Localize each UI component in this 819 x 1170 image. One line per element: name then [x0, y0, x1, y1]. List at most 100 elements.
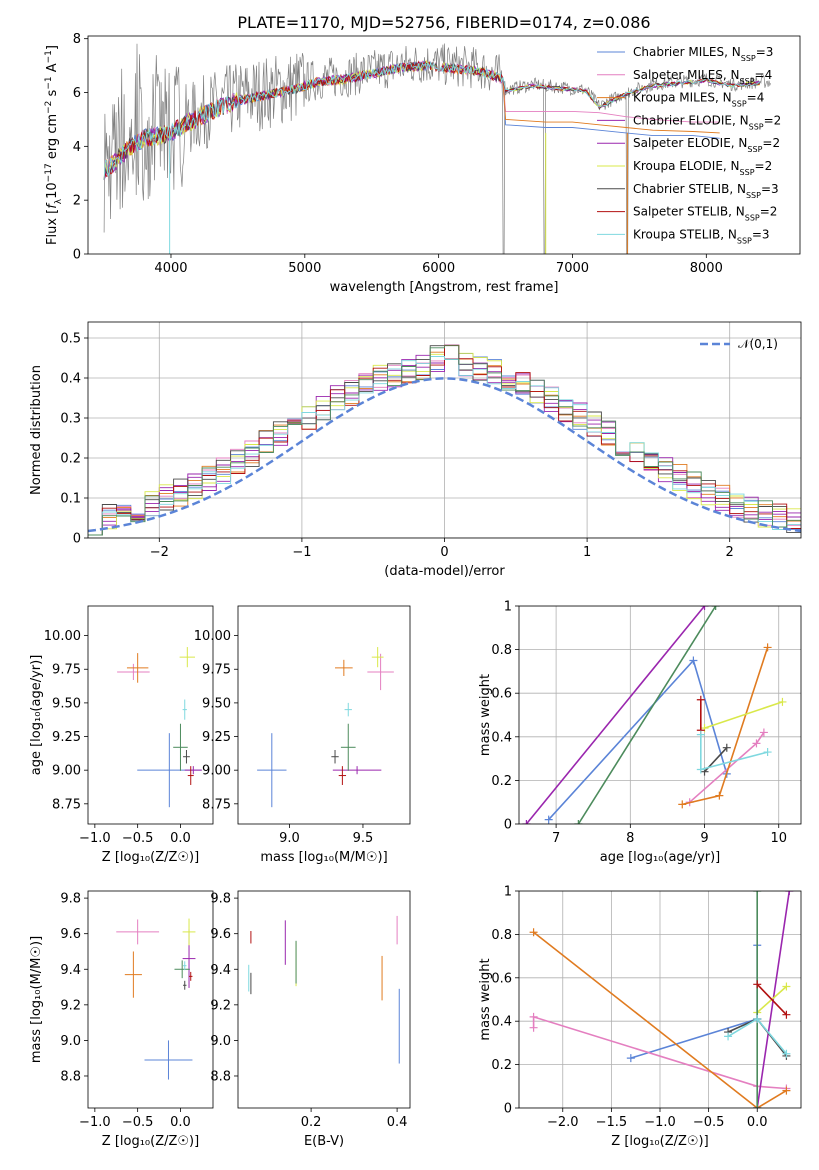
x-tick-label: 4000 — [154, 261, 187, 276]
y-tick-label: 9.25 — [202, 730, 231, 745]
y-tick-label: 0 — [504, 818, 512, 833]
y-tick-label: 0.2 — [491, 1058, 512, 1073]
panel-mass_vs_Z: −1.0 −0.5 0.0 8.8 9.0 9.2 9.4 9.6 9.8 Z [log₁₀(Z/… — [29, 890, 214, 1149]
panel-residuals: −2 −1 0 1 2 0 0.1 0.2 0.3 0.4 0.5 (data-model)/erro… — [29, 321, 802, 579]
mass-weight-marker — [752, 739, 761, 748]
y-tick-label: 0.1 — [60, 492, 81, 507]
mass-weight-marker — [759, 728, 768, 737]
y-tick-label: 9.8 — [210, 892, 231, 907]
y-tick-label: 9.2 — [60, 998, 81, 1013]
x-tick-label: 6000 — [422, 261, 455, 276]
panel-age_vs_mass: 9.0 9.5 8.75 9.00 9.25 9.50 9.75 10.00 mass [log… — [194, 605, 411, 865]
x-axis-label: Z [log₁₀(Z/Z☉)] — [102, 850, 199, 865]
y-tick-label: 0.3 — [60, 412, 81, 427]
y-tick-label: 0.2 — [491, 774, 512, 789]
mass-weight-line — [682, 647, 769, 806]
legend-label: Kroupa STELIB, NSSP=3 — [633, 227, 770, 245]
mass-weight-marker — [753, 980, 762, 989]
mass-weight-marker — [696, 730, 705, 739]
panel-spectrum: 4000 5000 6000 7000 8000 0 2 4 6 8 wavelength [Ang… — [44, 13, 801, 295]
panel-mass_vs_EBV: 0.2 0.4 8.8 9.0 9.2 9.4 9.6 9.8 E(B-V) — [210, 890, 411, 1149]
legend-label: Chabrier STELIB, NSSP=3 — [633, 182, 779, 200]
mass-weight-marker — [763, 643, 772, 652]
mass-weight-marker — [678, 800, 687, 809]
y-tick-label: 1 — [504, 600, 512, 615]
y-tick-label: 8.8 — [60, 1069, 81, 1084]
x-tick-label: 0 — [440, 545, 448, 560]
y-tick-label: 0.8 — [491, 928, 512, 943]
plot-area — [103, 43, 771, 254]
mass-weight-marker — [724, 1032, 733, 1041]
panel-mw_vs_Z: −2.0 −1.5 −1.0 −0.5 0.0 0 0.2 0.4 0.6 0.8 1 Z [log₁… — [478, 885, 802, 1149]
mass-weight-marker — [700, 724, 709, 733]
legend-label: Kroupa MILES, NSSP=4 — [633, 91, 764, 109]
legend-label: Salpeter ELODIE, NSSP=2 — [633, 136, 780, 154]
y-tick-label: 9.50 — [202, 696, 231, 711]
x-tick-label: −0.5 — [693, 1115, 725, 1130]
y-tick-label: 6 — [73, 86, 81, 101]
y-tick-label: 8.8 — [210, 1069, 231, 1084]
x-tick-label: 9.0 — [279, 831, 300, 846]
y-tick-label: 9.2 — [210, 998, 231, 1013]
x-axis-label: age [log₁₀(age/yr)] — [600, 850, 721, 865]
x-tick-label: −0.5 — [122, 1115, 154, 1130]
y-tick-label: 9.4 — [210, 963, 231, 978]
y-axis-label: mass weight — [478, 674, 493, 756]
mass-weight-line — [532, 1015, 787, 1090]
x-tick-label: 9.5 — [353, 831, 374, 846]
y-tick-label: 9.50 — [52, 696, 81, 711]
plot-area — [117, 647, 202, 808]
x-axis-label: Z [log₁₀(Z/Z☉)] — [611, 1134, 708, 1149]
mass-weight-line — [533, 931, 787, 1108]
mass-weight-marker — [763, 748, 772, 757]
mass-weight-line — [577, 606, 717, 824]
x-tick-label: −1.0 — [644, 1115, 676, 1130]
x-axis-label: Z [log₁₀(Z/Z☉)] — [102, 1134, 199, 1149]
mass-weight-marker — [753, 1104, 762, 1108]
legend-label: Kroupa ELODIE, NSSP=2 — [633, 159, 772, 177]
y-tick-label: 1 — [504, 885, 512, 900]
y-tick-label: 0.8 — [491, 643, 512, 658]
legend-label: Chabrier MILES, NSSP=3 — [633, 45, 773, 63]
mass-weight-marker — [529, 1012, 538, 1021]
y-tick-label: 0.4 — [491, 1015, 512, 1030]
y-tick-label: 0 — [504, 1102, 512, 1117]
axes-frame — [87, 321, 802, 539]
model-spectrum — [103, 61, 761, 181]
x-tick-label: −1.5 — [596, 1115, 628, 1130]
x-tick-label: 7000 — [556, 261, 589, 276]
y-tick-label: 0.2 — [60, 452, 81, 467]
x-tick-label: −2.0 — [547, 1115, 579, 1130]
x-tick-label: −1 — [292, 545, 311, 560]
axes-frame — [518, 605, 802, 825]
axes-frame — [87, 605, 214, 825]
y-tick-label: 8.75 — [202, 797, 231, 812]
mass-weight-marker — [711, 606, 720, 610]
x-axis-label: E(B-V) — [304, 1134, 344, 1149]
x-tick-label: 10 — [770, 831, 787, 846]
y-axis-label: mass [log₁₀(M/M☉)] — [29, 936, 44, 1063]
mass-weight-marker — [689, 656, 698, 665]
y-tick-label: 4 — [73, 140, 81, 155]
chart-title: PLATE=1170, MJD=52756, FIBERID=0174, z=0… — [237, 13, 650, 32]
y-tick-label: 2 — [73, 194, 81, 209]
x-tick-label: −2 — [150, 545, 169, 560]
y-axis-label: mass weight — [478, 958, 493, 1040]
y-tick-label: 0.5 — [60, 332, 81, 347]
axes-frame — [87, 890, 214, 1109]
mass-weight-line — [756, 891, 791, 1108]
mass-weight-marker — [782, 1086, 791, 1095]
axes-frame — [87, 35, 801, 255]
x-tick-label: −0.5 — [122, 831, 154, 846]
y-tick-label: 9.00 — [202, 764, 231, 779]
axes-frame — [237, 890, 411, 1109]
normal-curve — [88, 377, 801, 533]
mass-weight-marker — [544, 815, 553, 824]
mass-weight-line — [630, 945, 758, 1059]
mass-weight-marker — [522, 820, 531, 824]
y-tick-label: 9.75 — [52, 663, 81, 678]
y-tick-label: 0.6 — [491, 687, 512, 702]
y-tick-label: 10.00 — [44, 629, 81, 644]
x-tick-label: 0.0 — [170, 831, 191, 846]
